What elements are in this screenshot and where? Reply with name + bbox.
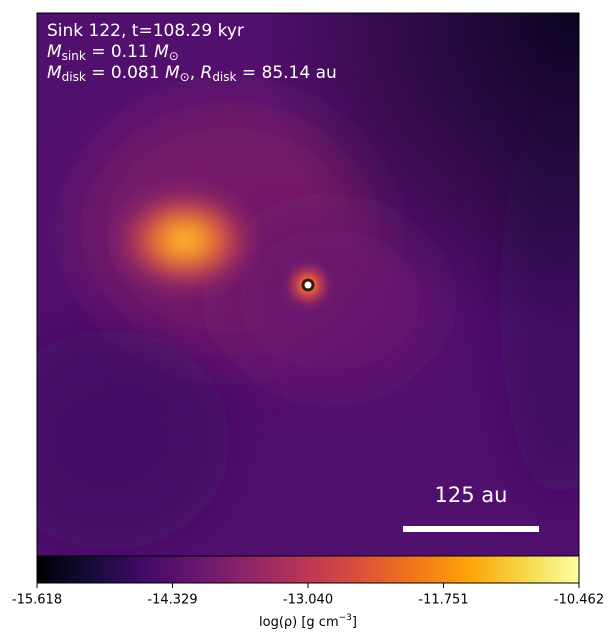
annotation-part: M xyxy=(47,42,62,62)
colorbar-tick-label: -15.618 xyxy=(12,593,62,608)
annotation-part: disk xyxy=(62,70,86,84)
annotation-part: = 0.081 xyxy=(86,63,165,83)
colorbar-label-part: log(ρ) [g cm xyxy=(259,615,339,630)
annotation-part: sink xyxy=(62,49,86,63)
colorbar-label-part: −3 xyxy=(339,613,352,623)
colorbar-tick-label: -10.462 xyxy=(554,593,604,608)
annotation: Sink 122, t=108.29 kyr xyxy=(47,21,244,41)
colorbar-tick-label: -11.751 xyxy=(418,593,468,608)
scale-bar xyxy=(403,526,539,532)
density-image xyxy=(37,13,579,556)
annotation-part: M xyxy=(154,42,169,62)
annotation: Msink = 0.11 M⊙ xyxy=(47,42,179,63)
annotation: Mdisk = 0.081 M⊙, Rdisk = 85.14 au xyxy=(47,63,337,84)
colorbar-label: log(ρ) [g cm−3] xyxy=(259,613,357,630)
annotation-part: ⊙ xyxy=(169,49,179,63)
annotation-part: = 85.14 au xyxy=(236,63,336,83)
annotation-part: M xyxy=(165,63,180,83)
annotation-part: = 0.11 xyxy=(86,42,154,62)
annotation-part: M xyxy=(47,63,62,83)
annotation-part: disk xyxy=(212,70,236,84)
colorbar xyxy=(36,555,580,584)
annotation-part: R xyxy=(201,63,213,83)
colorbar-label-part: ] xyxy=(352,615,357,630)
colorbar-tick-label: -14.329 xyxy=(147,593,197,608)
annotation-part: Sink 122, t=108.29 kyr xyxy=(47,21,244,41)
colorbar-tick-label: -13.040 xyxy=(283,593,333,608)
scale-bar-label: 125 au xyxy=(435,483,508,507)
annotation-part: , xyxy=(190,63,201,83)
annotation-part: ⊙ xyxy=(180,70,190,84)
